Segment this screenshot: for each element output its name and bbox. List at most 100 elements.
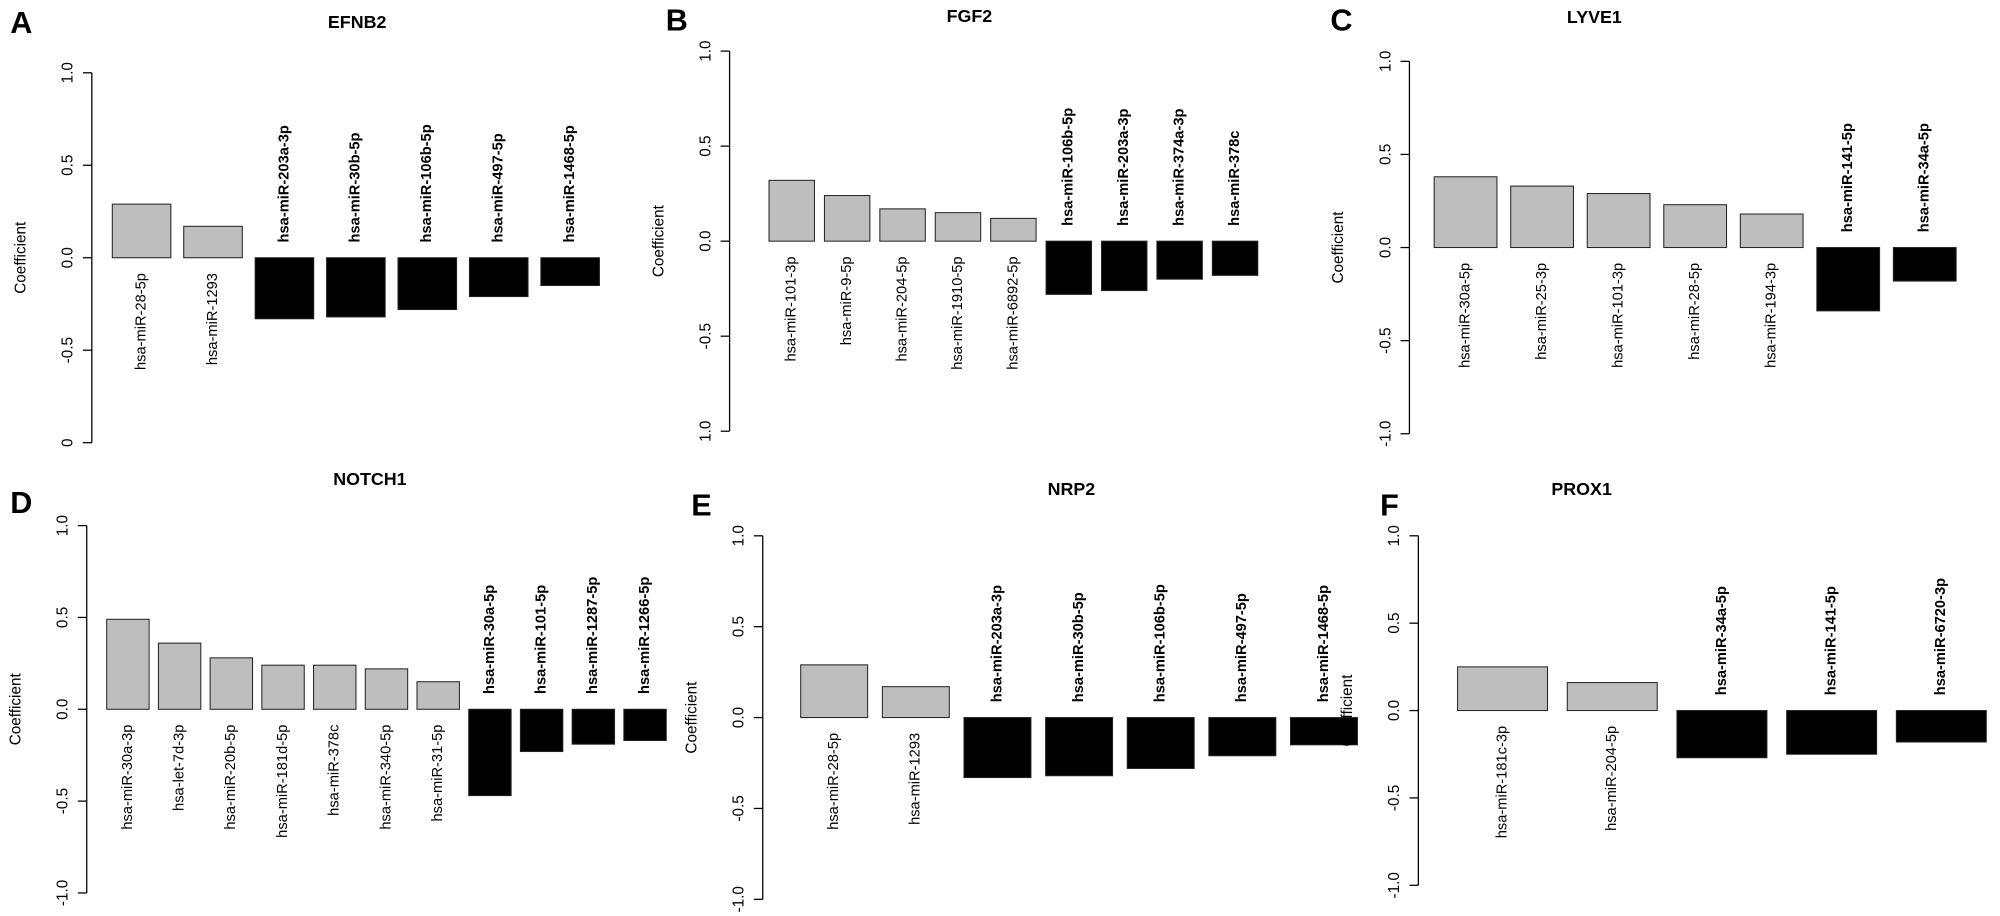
category-label: hsa-miR-497-5p [491, 133, 507, 242]
bar [879, 208, 926, 242]
bar [1566, 682, 1658, 712]
bar [468, 708, 512, 797]
category-label: hsa-miR-30b-5p [348, 132, 364, 242]
y-tick-label: -1.0 [1386, 872, 1403, 898]
bar [1126, 717, 1195, 769]
y-axis-label: Coefficient [1330, 211, 1347, 284]
y-tick-label: 0.0 [60, 247, 77, 268]
chart-title: NOTCH1 [333, 469, 406, 489]
bar [1786, 710, 1878, 755]
bar [540, 257, 600, 286]
category-label: hsa-miR-101-3p [1610, 263, 1626, 368]
category-label: hsa-miR-194-3p [1764, 263, 1780, 368]
category-label: hsa-miR-374a-3p [1172, 109, 1188, 226]
bar [1895, 710, 1987, 743]
category-label: hsa-miR-340-5p [378, 725, 394, 830]
bar [881, 686, 950, 719]
category-label: hsa-miR-1287-5p [585, 577, 601, 694]
y-tick-label: 0.5 [55, 607, 72, 628]
bar [990, 217, 1037, 242]
chart-title: FGF2 [947, 6, 993, 26]
category-label: hsa-miR-378c [327, 725, 343, 816]
category-label: hsa-miR-101-3p [784, 256, 800, 361]
y-tick-label: 1.0 [697, 40, 714, 61]
category-label: hsa-miR-204-5p [1604, 726, 1620, 831]
bar [209, 657, 254, 710]
category-label: hsa-miR-30b-5p [1071, 592, 1087, 702]
category-label: hsa-miR-106b-5p [1061, 108, 1077, 226]
category-label: hsa-miR-1266-5p [637, 577, 653, 694]
chart-title: PROX1 [1551, 479, 1612, 499]
bar [934, 212, 982, 242]
category-label: hsa-miR-28-5p [1687, 263, 1703, 360]
chart-title: LYVE1 [1567, 7, 1622, 27]
panel-label: F [1380, 488, 1399, 522]
category-label: hsa-miR-181d-5p [275, 725, 291, 838]
category-label: hsa-miR-203a-3p [1116, 109, 1132, 226]
bar [623, 708, 667, 742]
y-tick-label: -0.5 [1386, 785, 1403, 811]
bar [1892, 247, 1957, 282]
category-label: hsa-miR-34a-5p [1714, 586, 1730, 695]
y-axis-label: Coefficient [683, 681, 700, 754]
category-label: hsa-miR-141-5p [1840, 123, 1856, 232]
y-tick-label: 0 [60, 438, 77, 447]
bar [1663, 204, 1728, 249]
panel-label: B [666, 4, 688, 38]
category-label: hsa-miR-30a-5p [482, 585, 498, 694]
y-tick-label: 1.0 [1377, 51, 1394, 72]
y-axis-label: Coefficient [7, 673, 24, 746]
category-label: hsa-miR-141-5p [1824, 586, 1840, 695]
category-label: hsa-miR-203a-3p [276, 125, 292, 242]
category-label: hsa-miR-30a-5p [1457, 263, 1473, 368]
y-axis-label: Coefficient [13, 221, 30, 294]
y-tick-label: 0.0 [731, 707, 748, 728]
y-axis-label: Coefficient [650, 204, 667, 277]
y-tick-label: 0.0 [55, 699, 72, 720]
category-label: hsa-miR-378c [1227, 131, 1243, 226]
category-label: hsa-miR-1293 [908, 733, 924, 825]
y-tick-label: 0.5 [731, 616, 748, 637]
category-label: hsa-miR-1293 [205, 273, 221, 365]
panel-label: A [10, 6, 32, 40]
bar [1045, 240, 1093, 295]
bar [157, 642, 202, 710]
y-tick-label: 0.5 [1386, 613, 1403, 634]
bar [768, 179, 815, 242]
y-tick-label: -0.5 [60, 337, 77, 363]
category-label: hsa-miR-6892-5p [1005, 256, 1021, 369]
y-tick-label: -1.0 [55, 880, 72, 906]
category-label: hsa-miR-28-5p [133, 273, 149, 370]
y-tick-label: -1.0 [1377, 421, 1394, 447]
category-label: hsa-miR-1468-5p [1316, 585, 1332, 702]
category-label: hsa-miR-497-5p [1234, 593, 1250, 702]
category-label: hsa-miR-25-3p [1534, 263, 1550, 360]
panel-label: D [10, 486, 32, 520]
panel-label: E [691, 488, 711, 522]
category-label: hsa-miR-204-5p [894, 256, 910, 361]
y-tick-label: 0.5 [1377, 144, 1394, 165]
y-tick-label: 1.0 [697, 421, 714, 442]
y-tick-label: 0.0 [1377, 237, 1394, 258]
y-tick-label: -0.5 [697, 323, 714, 349]
y-tick-label: 1.0 [60, 62, 77, 83]
category-label: hsa-miR-101-5p [534, 585, 550, 694]
bar [416, 681, 460, 710]
bar [1290, 717, 1358, 746]
bar [254, 257, 315, 320]
y-tick-label: 0.5 [60, 155, 77, 176]
category-label: hsa-miR-106b-5p [419, 124, 435, 242]
y-tick-label: -0.5 [55, 788, 72, 814]
bar [313, 664, 357, 710]
bar [823, 195, 871, 242]
bar [963, 717, 1032, 779]
bar [1816, 247, 1881, 312]
y-tick-label: -0.5 [731, 795, 748, 821]
chart-title: EFNB2 [328, 12, 387, 32]
bar [1457, 666, 1549, 712]
bar [1100, 240, 1148, 292]
bar [1510, 185, 1574, 249]
bar [1211, 240, 1259, 276]
